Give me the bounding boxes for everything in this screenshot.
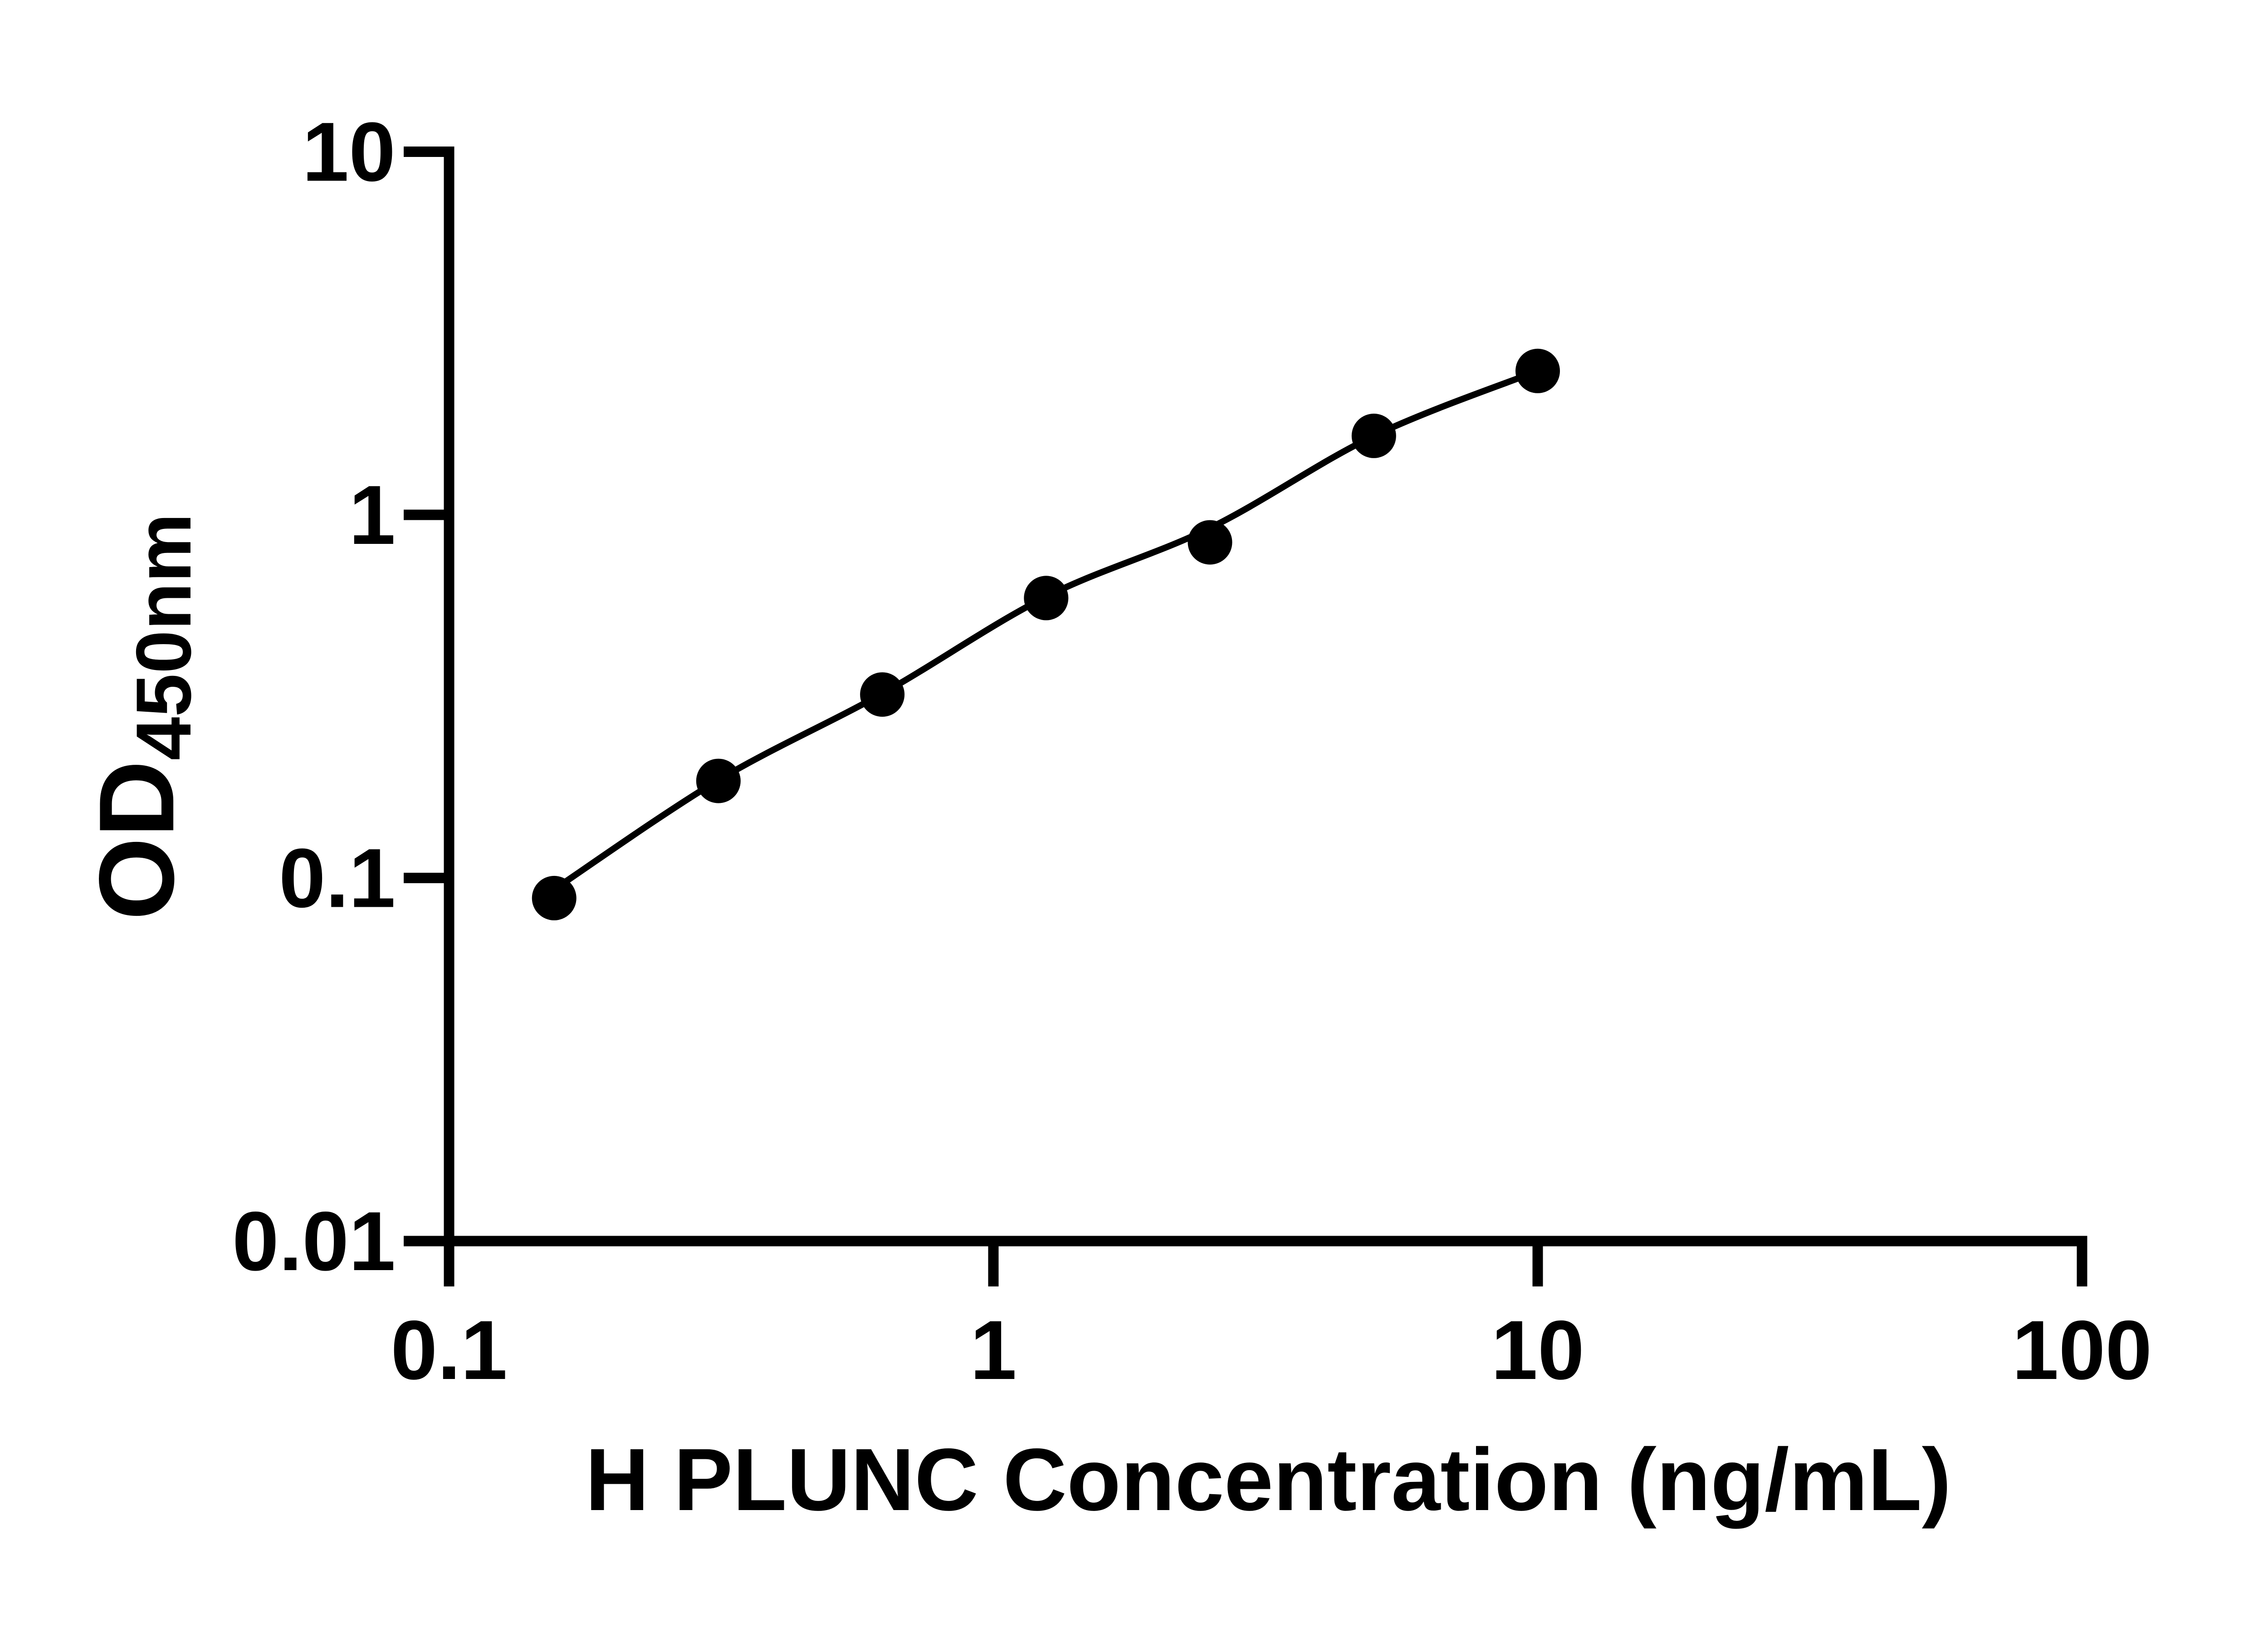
x-tick-label: 100 — [2012, 1304, 2152, 1397]
data-point-marker — [532, 875, 577, 920]
y-axis-title: OD450nm — [77, 513, 207, 920]
x-tick-label: 10 — [1491, 1304, 1584, 1397]
data-point-marker — [696, 758, 741, 803]
data-point-marker — [860, 672, 905, 717]
y-tick-label: 1 — [349, 469, 396, 562]
x-tick-label: 1 — [970, 1304, 1017, 1397]
data-point-marker — [1515, 348, 1560, 393]
x-tick-label: 0.1 — [391, 1304, 507, 1397]
y-axis-title-main: OD — [77, 760, 196, 920]
y-tick-label: 10 — [302, 106, 396, 199]
y-tick-label: 0.1 — [279, 832, 396, 925]
data-point-marker — [1188, 520, 1232, 565]
x-axis-title: H PLUNC Concentration (ng/mL) — [585, 1430, 1951, 1529]
y-tick-label: 0.01 — [232, 1195, 396, 1288]
data-point-marker — [1024, 576, 1069, 621]
y-axis-title-subscript: 450nm — [120, 513, 207, 761]
data-point-marker — [1351, 413, 1396, 458]
